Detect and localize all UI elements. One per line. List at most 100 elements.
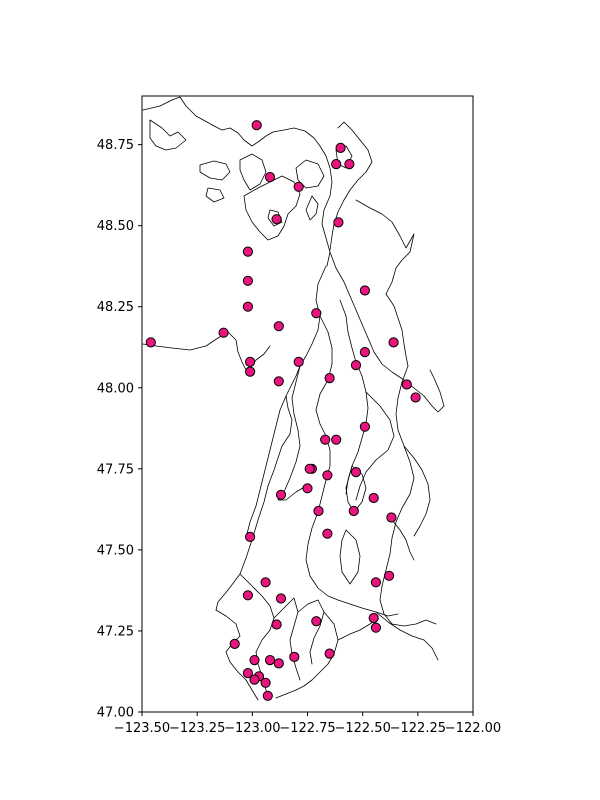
coastline-segment xyxy=(305,511,399,617)
station-marker xyxy=(273,376,284,387)
y-tick-label: 48.50 xyxy=(97,219,134,234)
station-marker xyxy=(293,356,304,367)
station-marker xyxy=(242,668,253,679)
station-marker xyxy=(260,677,271,688)
x-tick-label: −123.50 xyxy=(114,721,170,736)
coastline-segment xyxy=(403,445,431,537)
station-marker xyxy=(304,463,315,474)
station-marker xyxy=(293,181,304,192)
station-markers xyxy=(145,120,421,701)
station-marker xyxy=(313,505,324,517)
station-marker xyxy=(245,356,256,367)
station-marker xyxy=(218,327,229,338)
station-marker xyxy=(350,467,362,478)
station-marker xyxy=(271,214,282,225)
station-marker xyxy=(229,638,240,650)
station-marker xyxy=(368,612,379,624)
x-tick-label: −122.00 xyxy=(445,721,501,736)
station-marker xyxy=(242,590,253,601)
station-marker xyxy=(251,120,262,131)
coastline-segment xyxy=(215,265,327,611)
coastline-segment xyxy=(199,160,231,181)
station-marker xyxy=(370,577,381,588)
station-marker xyxy=(350,360,362,371)
coastline-segment xyxy=(345,465,367,513)
coastline-segment xyxy=(385,293,409,367)
station-marker xyxy=(260,577,271,588)
station-marker xyxy=(370,622,381,633)
station-marker xyxy=(388,337,399,348)
station-marker xyxy=(275,489,287,500)
y-axis: 47.00 47.25 47.50 47.75 48.00 48.25 48.50 48.75 xyxy=(97,138,142,721)
station-marker xyxy=(245,366,256,377)
plot-frame xyxy=(141,95,474,713)
y-tick-label: 47.75 xyxy=(97,462,134,477)
coastline-segment xyxy=(245,395,287,539)
coastline-segment xyxy=(297,599,325,665)
coastline-segment xyxy=(295,159,325,189)
coastline-segment xyxy=(149,119,187,151)
station-marker xyxy=(359,421,370,432)
station-marker xyxy=(344,159,355,170)
station-marker xyxy=(324,648,335,659)
station-marker xyxy=(384,570,395,581)
coastline-segment xyxy=(273,597,301,681)
station-marker xyxy=(245,531,256,543)
y-tick-label: 48.75 xyxy=(97,138,134,153)
coastline-segment xyxy=(305,195,319,221)
coastline-segment xyxy=(329,251,445,413)
coastline-segment xyxy=(389,365,415,555)
station-marker xyxy=(322,470,333,481)
coastline-segment xyxy=(329,121,373,251)
station-marker xyxy=(320,434,331,445)
station-marker xyxy=(331,159,342,170)
station-marker xyxy=(333,217,344,228)
y-tick-label: 47.25 xyxy=(97,624,134,639)
x-tick-label: −123.25 xyxy=(169,721,225,736)
x-tick-label: −123.00 xyxy=(224,721,280,736)
y-tick-label: 48.25 xyxy=(97,300,134,315)
station-marker xyxy=(271,619,282,630)
coastline-segment xyxy=(277,365,307,501)
station-marker xyxy=(289,651,300,663)
station-marker xyxy=(275,593,287,604)
coastline-segment xyxy=(243,175,301,241)
station-marker xyxy=(273,658,284,669)
y-tick-label: 48.00 xyxy=(97,381,134,396)
coastline-segment xyxy=(142,96,333,267)
coastline-segment xyxy=(215,609,259,701)
coastline-segment xyxy=(375,611,439,661)
coastline-segment xyxy=(379,553,437,627)
coastline-segment xyxy=(339,529,361,585)
station-marker xyxy=(322,528,333,539)
station-marker xyxy=(249,655,260,666)
station-marker xyxy=(359,285,370,296)
station-marker xyxy=(359,347,370,358)
station-marker xyxy=(410,392,421,403)
x-axis: −123.50−123.25−123.00−122.75−122.50−122.… xyxy=(114,712,501,736)
coastline-segment xyxy=(205,187,225,203)
y-tick-label: 47.00 xyxy=(97,706,134,721)
x-tick-label: −122.25 xyxy=(390,721,446,736)
station-marker xyxy=(311,308,322,319)
coastline-segment xyxy=(391,519,415,561)
station-marker xyxy=(249,674,260,685)
coastline-segment xyxy=(239,153,267,191)
station-marker xyxy=(264,172,276,183)
station-marker xyxy=(335,142,346,153)
coastline-segment xyxy=(339,299,369,495)
coastline-segment xyxy=(275,611,339,699)
station-marker xyxy=(302,483,313,494)
x-tick-label: −122.50 xyxy=(334,721,390,736)
station-marker xyxy=(262,690,273,701)
station-marker xyxy=(324,373,335,384)
y-tick-label: 47.50 xyxy=(97,543,134,558)
x-tick-label: −122.75 xyxy=(279,721,335,736)
coastline-layer xyxy=(142,96,445,701)
station-marker xyxy=(386,512,397,523)
station-marker xyxy=(264,655,276,666)
station-marker xyxy=(242,246,253,257)
station-marker xyxy=(242,301,253,312)
station-marker xyxy=(311,616,322,627)
coastline-segment xyxy=(355,199,415,295)
